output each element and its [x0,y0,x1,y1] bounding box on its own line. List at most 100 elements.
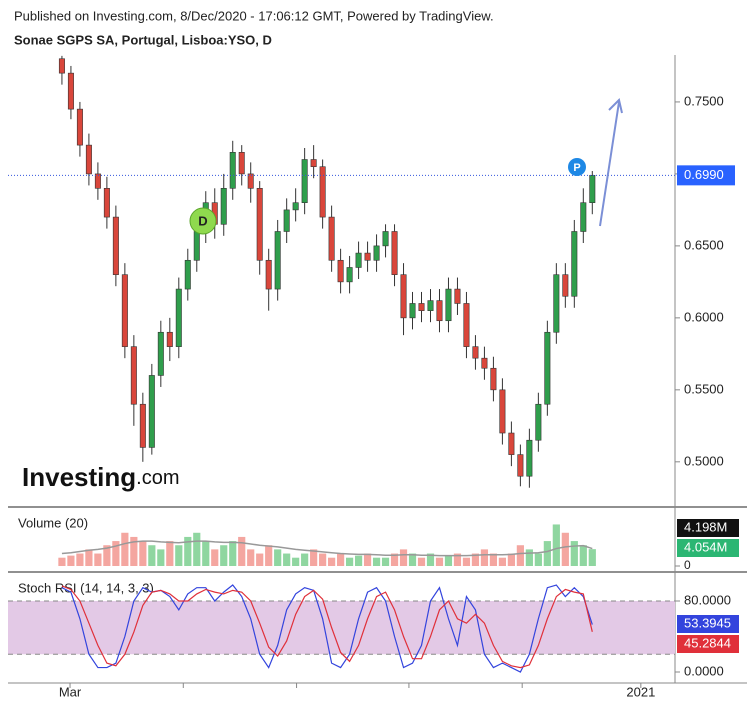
candle-body [256,188,263,261]
candle-body [103,188,110,218]
volume-bar [202,541,210,566]
volume-bar [480,549,489,566]
volume-bar [58,557,66,566]
candle-body [229,152,236,189]
volume-bar [292,557,300,566]
candle-body [148,375,155,448]
volume-bar [570,541,578,566]
volume-bar [525,549,533,566]
volume-bar [390,553,399,566]
volume-bar [148,545,156,566]
volume-bar [417,557,426,566]
y-tick-label: 80.0000 [684,592,731,607]
y-tick-label: 0.5500 [684,381,724,396]
candle-body [301,159,308,203]
volume-bar [301,553,309,566]
candle-body [166,331,173,347]
volume-bar [507,553,515,566]
candle-body [157,331,164,376]
y-tick-label: 0.7500 [684,93,724,108]
candle-body [589,175,596,203]
stoch-line [61,584,593,673]
candle-body [319,166,326,218]
candle-body [445,288,452,322]
candle-body [472,346,479,359]
volume-bar [274,549,282,566]
candle-body [382,231,389,247]
band [8,601,675,655]
candle-body [508,432,515,455]
volume-bar [130,536,138,566]
candle-body [139,403,146,448]
candle-body [94,173,101,189]
candle-body [238,152,245,175]
candle-body [571,231,578,297]
header: Published on Investing.com, 8/Dec/2020 -… [14,8,494,23]
candle-body [184,259,191,290]
candle-body [400,274,407,319]
volume-bar [426,553,435,566]
volume-bar [588,549,596,566]
volume-bar [121,532,129,566]
volume-bar [193,532,201,566]
ma-tag [677,519,739,537]
volume-bar [310,549,318,566]
volume-bar [354,555,363,566]
last-price-tag [677,165,735,186]
volume-bar [256,553,264,566]
volume-bar [112,541,120,566]
volume-bar [372,557,381,566]
stoch-title: Stoch RSI (14, 14, 3, 3) [18,580,154,595]
volume-bar [489,553,498,566]
candle-body [409,303,416,319]
x-tick-label: Mar [59,684,82,699]
volume-bar [534,553,542,566]
stoch-tag [677,615,739,633]
candle-body [418,303,425,311]
stoch-tag [677,635,739,653]
marker-p [568,158,586,176]
volume-bar [462,557,471,566]
volume-bar [157,549,165,566]
volume-bar [184,536,192,566]
volume-tag [677,539,739,557]
volume-bar [319,553,327,566]
volume-bar [408,553,417,566]
y-tick-label: 0.6000 [684,309,724,324]
volume-bar [229,541,237,566]
candle-body [85,144,92,175]
volume-bar [363,553,372,566]
volume-bar [337,553,345,566]
candle-body [562,274,569,297]
watermark: Investing.com [22,462,179,492]
candle-body [544,331,551,405]
candle-body [310,159,317,168]
volume-bar [561,532,569,566]
candle-body [220,188,227,225]
candle-body [364,252,371,261]
volume-bar [175,545,183,566]
volume-bar [471,553,480,566]
candle-body [67,72,74,110]
volume-bar [247,549,255,566]
volume-bar [579,545,587,566]
watermark-brand: Investing [22,462,136,492]
arrow [599,98,623,227]
candle-body [346,267,353,283]
volume-bar [453,553,462,566]
volume-label: 4.054M [684,539,727,554]
volume-title: Volume (20) [18,515,88,530]
volume-bar [399,549,408,566]
watermark-suffix: .com [136,467,179,489]
candle-body [436,300,443,322]
volume-bar [516,545,524,566]
y-tick-label: 0 [684,558,691,572]
candle-body [337,259,344,283]
candle-body [130,346,137,405]
candle-body [490,367,497,391]
marker-d-label: D [198,213,207,228]
candle-body [274,231,281,290]
candle-body [454,288,461,304]
